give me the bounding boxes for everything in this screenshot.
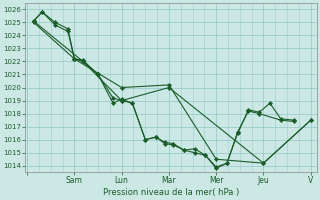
X-axis label: Pression niveau de la mer( hPa ): Pression niveau de la mer( hPa )	[103, 188, 239, 197]
